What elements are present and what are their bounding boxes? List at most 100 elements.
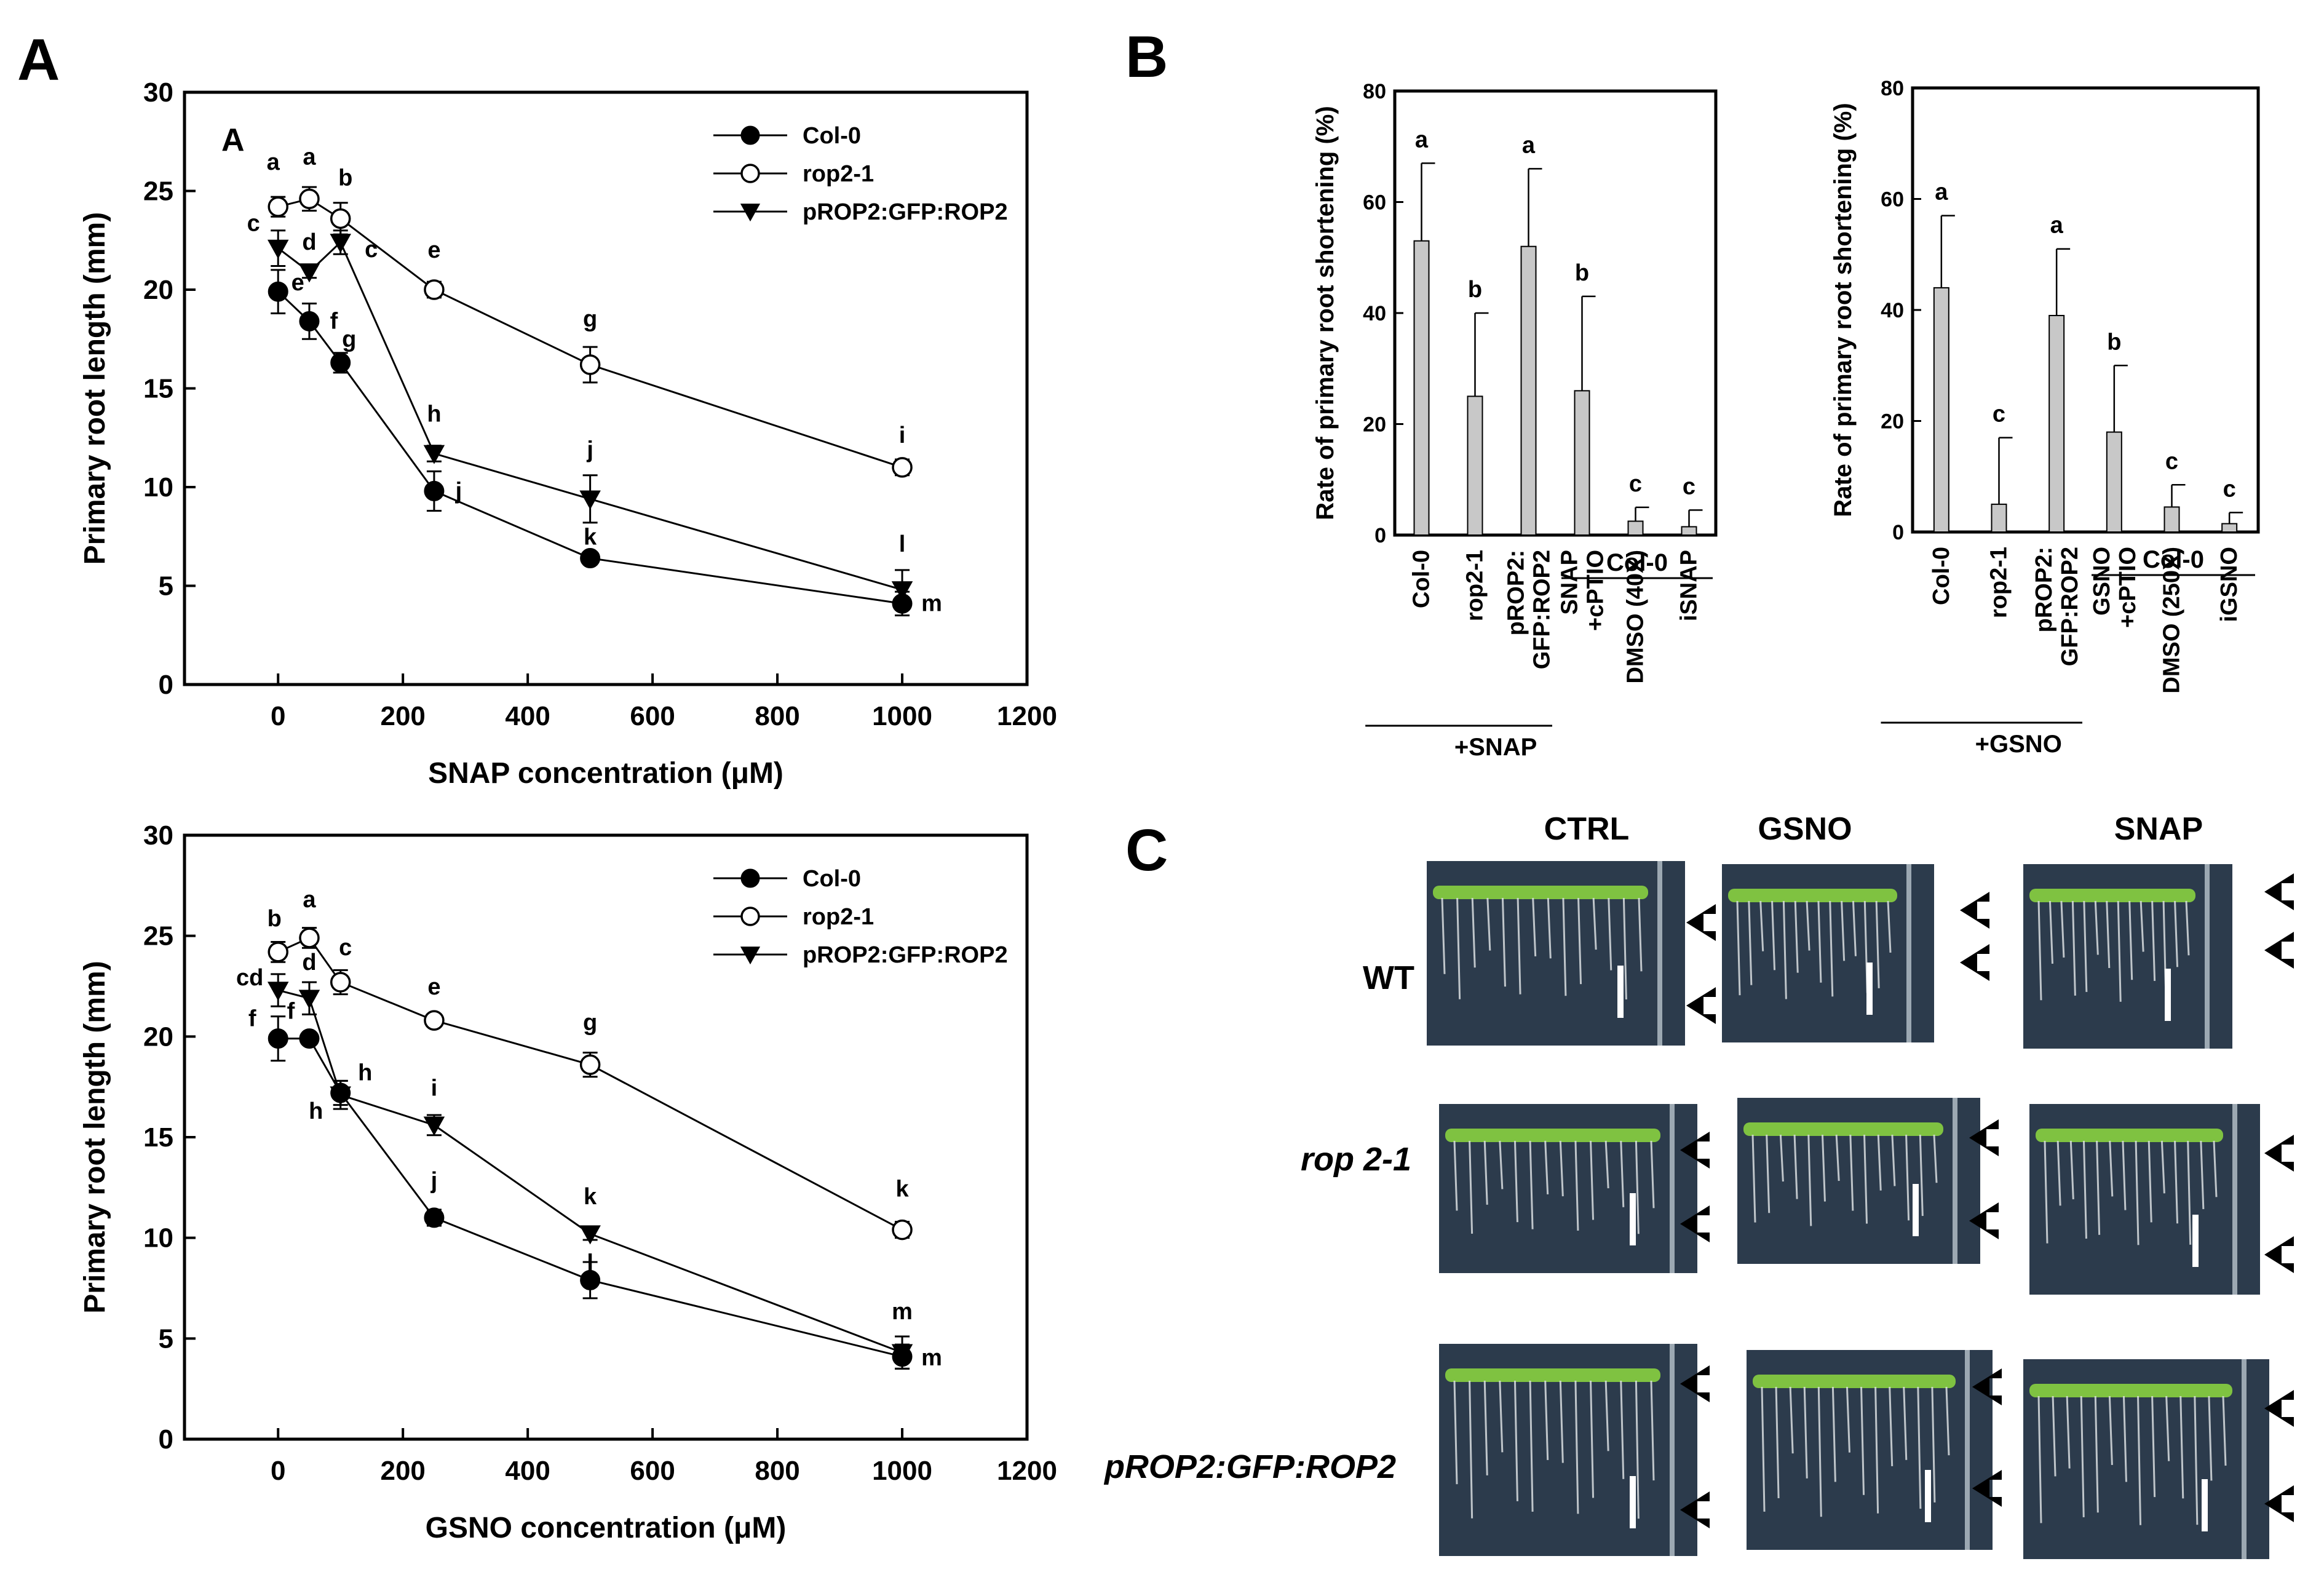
arrow-icon <box>2264 1135 2294 1172</box>
root <box>1748 900 1753 985</box>
category-label: Col-0 <box>1929 547 1954 605</box>
data-point <box>424 1207 445 1228</box>
arrow-icon <box>2264 932 2294 969</box>
root <box>2122 1140 2127 1210</box>
root <box>1945 1386 1950 1456</box>
legend-label: rop2-1 <box>803 161 874 187</box>
root <box>1919 1134 1924 1217</box>
y-tick-label: 20 <box>143 275 173 305</box>
bar <box>1574 390 1590 536</box>
group-label: +SNAP <box>1454 734 1537 761</box>
arrow-icon <box>1969 1202 1999 1239</box>
arrow-icon <box>1960 892 1989 929</box>
scale-bar <box>1630 1476 1636 1528</box>
data-point <box>299 188 320 210</box>
data-point <box>330 352 351 373</box>
photo-row-label: rop 2-1 <box>1301 1141 1411 1178</box>
root <box>1829 900 1834 997</box>
root <box>2160 1140 2165 1194</box>
x-tick-label: 400 <box>505 701 550 731</box>
root <box>2117 900 2122 1002</box>
significance-letter: a <box>1415 127 1429 153</box>
root <box>1779 1134 1784 1182</box>
data-point <box>267 239 289 259</box>
root <box>1635 1380 1640 1519</box>
legend-label: pROP2:GFP:ROP2 <box>803 199 1008 225</box>
data-point <box>268 942 288 963</box>
plate-edge <box>1953 1098 1957 1264</box>
bar <box>1933 287 1949 533</box>
arrow-icon <box>1680 1491 1710 1528</box>
significance-letter: h <box>427 401 441 427</box>
arrow-icon <box>1686 904 1716 941</box>
seedling-plate-photo <box>1439 1104 1697 1273</box>
category-label-line: GFP:ROP2 <box>2057 547 2083 666</box>
data-point <box>298 990 320 1009</box>
x-tick-label: 600 <box>630 701 675 731</box>
panel-label-c: C <box>1125 817 1168 883</box>
significance-letter: b <box>338 165 352 191</box>
root <box>2069 1140 2074 1199</box>
photo-column-label: SNAP <box>2114 811 2203 847</box>
root <box>2128 900 2133 980</box>
root <box>2056 1140 2061 1206</box>
data-point <box>424 480 445 501</box>
root <box>1590 1140 1595 1220</box>
significance-letter: c <box>365 237 378 263</box>
root <box>1905 1134 1910 1221</box>
plate-edge <box>1670 1344 1675 1556</box>
category-label-line: DMSO (250X) <box>2159 547 2185 694</box>
root <box>1577 897 1582 985</box>
arrow-icon <box>1680 1205 1710 1242</box>
root <box>1736 900 1741 996</box>
root <box>2174 900 2179 967</box>
scale-bar <box>2192 1215 2199 1267</box>
x-tick-label: 400 <box>505 1456 550 1486</box>
y-tick-label: 20 <box>1363 413 1386 437</box>
root <box>1456 897 1461 999</box>
root <box>1620 1140 1625 1207</box>
data-point <box>892 1219 913 1241</box>
scale-bar <box>1630 1193 1636 1245</box>
data-point <box>579 1054 601 1075</box>
root <box>2080 1395 2085 1517</box>
root <box>1771 900 1776 971</box>
root <box>1846 1386 1850 1453</box>
root <box>1513 1140 1518 1223</box>
data-point <box>299 311 320 331</box>
seedling-row <box>2036 1129 2223 1142</box>
y-axis-label: Rate of primary root shortening (%) <box>1830 103 1857 517</box>
significance-letter: a <box>1522 132 1536 158</box>
root <box>2060 900 2065 958</box>
y-axis-label: Rate of primary root shortening (%) <box>1312 106 1339 520</box>
plate-edge <box>2242 1359 2247 1559</box>
significance-letter: k <box>584 525 597 550</box>
significance-letter: b <box>1468 277 1482 303</box>
data-point <box>299 1028 320 1049</box>
group-label: +GSNO <box>1975 731 2062 758</box>
root <box>1562 897 1567 996</box>
data-point <box>299 927 320 948</box>
root <box>1469 1140 1473 1234</box>
root <box>1860 1386 1865 1495</box>
x-tick-label: 200 <box>380 1456 425 1486</box>
category-label-line: DMSO (40X) <box>1623 550 1649 683</box>
significance-letter: d <box>302 229 316 255</box>
x-tick-label: 0 <box>271 1456 285 1486</box>
inner-panel-label: A <box>221 122 245 158</box>
seedling-plate-photo <box>1722 864 1934 1042</box>
significance-letter: m <box>921 1345 942 1371</box>
category-label-line: GSNO <box>2089 547 2115 616</box>
y-tick-label: 15 <box>143 374 173 404</box>
significance-letter: g <box>342 327 356 352</box>
root <box>1469 1380 1473 1519</box>
significance-letter: j <box>586 437 593 463</box>
data-point <box>424 279 445 300</box>
category-label-line: pROP2: <box>2031 547 2057 632</box>
arrow-icon <box>2264 873 2294 910</box>
root <box>1547 897 1552 959</box>
category-label: SNAP+cPTIO <box>1557 550 1609 631</box>
group-label: Col-0 <box>1606 549 1668 576</box>
arrow-icon <box>2264 1236 2294 1273</box>
